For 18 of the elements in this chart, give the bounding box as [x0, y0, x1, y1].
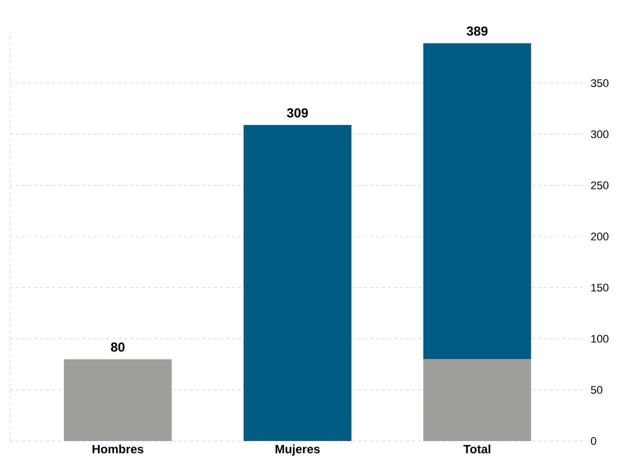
- total-label: 80: [110, 342, 125, 352]
- bar: [423, 43, 532, 360]
- x-tick-label: Hombres: [92, 444, 144, 454]
- y-tick-label: 200: [591, 232, 608, 240]
- total-label: 309: [286, 108, 308, 118]
- x-tick-label: Mujeres: [276, 444, 320, 456]
- y-tick-label: 100: [591, 334, 608, 343]
- y-tick-label: 50: [590, 386, 602, 394]
- y-tick-label: 300: [590, 130, 608, 138]
- x-tick-label: Total: [463, 444, 490, 454]
- bar: [244, 125, 352, 441]
- y-tick-label: 150: [591, 284, 608, 292]
- y-tick-label: 350: [590, 79, 608, 88]
- bar: [64, 359, 172, 441]
- y-tick-label: 250: [591, 181, 608, 190]
- bar: [423, 359, 532, 441]
- y-tick-label: 0: [590, 437, 596, 445]
- total-label: 389: [466, 26, 488, 36]
